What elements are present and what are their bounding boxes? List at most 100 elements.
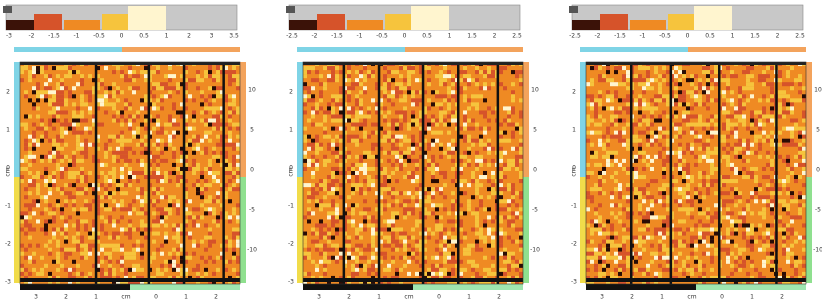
heatmap-cell: [754, 240, 758, 244]
heatmap-cell: [511, 219, 515, 223]
heatmap-cell: [602, 135, 606, 139]
heatmap-cell: [722, 236, 726, 240]
heatmap-cell: [124, 268, 128, 272]
scale-label: -2.5: [569, 33, 581, 40]
heatmap-cell: [319, 106, 323, 110]
heatmap-cell: [658, 86, 662, 90]
heatmap-cell: [56, 163, 60, 167]
heatmap-cell: [447, 272, 451, 276]
heatmap-cell: [610, 191, 614, 195]
heatmap-cell: [483, 82, 487, 86]
heatmap-cell: [100, 268, 104, 272]
heatmap-cell: [140, 219, 144, 223]
heatmap-cell: [76, 240, 80, 244]
heatmap-cell: [323, 86, 327, 90]
heatmap-cell: [758, 211, 762, 215]
heatmap-cell: [435, 272, 439, 276]
heatmap-cell: [722, 191, 726, 195]
heatmap-cell: [439, 236, 443, 240]
heatmap-cell: [614, 171, 618, 175]
heatmap-cell: [28, 98, 32, 102]
heatmap-cell: [475, 223, 479, 227]
heatmap-cell: [634, 102, 638, 106]
heatmap-cell: [387, 98, 391, 102]
heatmap-cell: [395, 147, 399, 151]
heatmap-cell: [702, 155, 706, 159]
heatmap-cell: [128, 256, 132, 260]
heatmap-cell: [802, 139, 806, 143]
heatmap-cell: [770, 114, 774, 118]
heatmap-cell: [76, 70, 80, 74]
scale-label: -2: [312, 33, 318, 40]
heatmap-cell: [403, 248, 407, 252]
heatmap-cell: [363, 207, 367, 211]
heatmap-cell: [56, 90, 60, 94]
scale-label: 2.5: [512, 33, 522, 40]
heatmap-cell: [654, 66, 658, 70]
heatmap-cell: [786, 106, 790, 110]
heatmap-cell: [395, 155, 399, 159]
heatmap-cell: [395, 244, 399, 248]
heatmap-cell: [722, 78, 726, 82]
heatmap-cell: [742, 119, 746, 123]
heatmap-cell: [351, 119, 355, 123]
heatmap-cell: [403, 98, 407, 102]
heatmap-cell: [459, 90, 463, 94]
heatmap-cell: [666, 70, 670, 74]
heatmap-cell: [471, 260, 475, 264]
heatmap-cell: [678, 151, 682, 155]
right-strip: [806, 177, 812, 283]
heatmap-cell: [726, 199, 730, 203]
heatmap-cell: [399, 244, 403, 248]
heatmap-cell: [68, 268, 72, 272]
heatmap-cell: [56, 147, 60, 151]
heatmap-cell: [678, 102, 682, 106]
heatmap-cell: [152, 82, 156, 86]
heatmap-cell: [459, 171, 463, 175]
heatmap-cell: [427, 187, 431, 191]
heatmap-cell: [204, 167, 208, 171]
heatmap-cell: [658, 248, 662, 252]
heatmap-cell: [714, 167, 718, 171]
heatmap-cell: [347, 256, 351, 260]
heatmap-cell: [200, 102, 204, 106]
heatmap-cell: [782, 143, 786, 147]
heatmap-cell: [463, 127, 467, 131]
heatmap-cell: [638, 143, 642, 147]
y-label-left: -2: [5, 241, 11, 248]
heatmap-cell: [586, 163, 590, 167]
heatmap-cell: [662, 135, 666, 139]
heatmap-cell: [646, 143, 650, 147]
heatmap-cell: [515, 70, 519, 74]
heatmap-cell: [315, 102, 319, 106]
heatmap-cell: [351, 207, 355, 211]
heatmap-cell: [367, 207, 371, 211]
heatmap-cell: [228, 167, 232, 171]
heatmap-cell: [602, 264, 606, 268]
heatmap-cell: [778, 131, 782, 135]
heatmap-cell: [228, 171, 232, 175]
heatmap-cell: [339, 70, 343, 74]
heatmap-cell: [431, 171, 435, 175]
scale-label: 2: [776, 33, 780, 40]
heatmap-cell: [431, 114, 435, 118]
heatmap-cell: [371, 167, 375, 171]
heatmap-cell: [686, 123, 690, 127]
heatmap-cell: [594, 187, 598, 191]
heatmap-cell: [307, 219, 311, 223]
heatmap-cell: [315, 240, 319, 244]
heatmap-cell: [68, 248, 72, 252]
heatmap-cell: [618, 264, 622, 268]
heatmap-cell: [168, 94, 172, 98]
heatmap-cell: [144, 70, 148, 74]
heatmap-cell: [228, 260, 232, 264]
heatmap-cell: [347, 139, 351, 143]
heatmap-cell: [391, 187, 395, 191]
heatmap-cell: [646, 106, 650, 110]
heatmap-cell: [391, 70, 395, 74]
heatmap-cell: [499, 232, 503, 236]
heatmap-cell: [335, 159, 339, 163]
heatmap-cell: [598, 143, 602, 147]
heatmap-cell: [363, 86, 367, 90]
heatmap-cell: [590, 256, 594, 260]
